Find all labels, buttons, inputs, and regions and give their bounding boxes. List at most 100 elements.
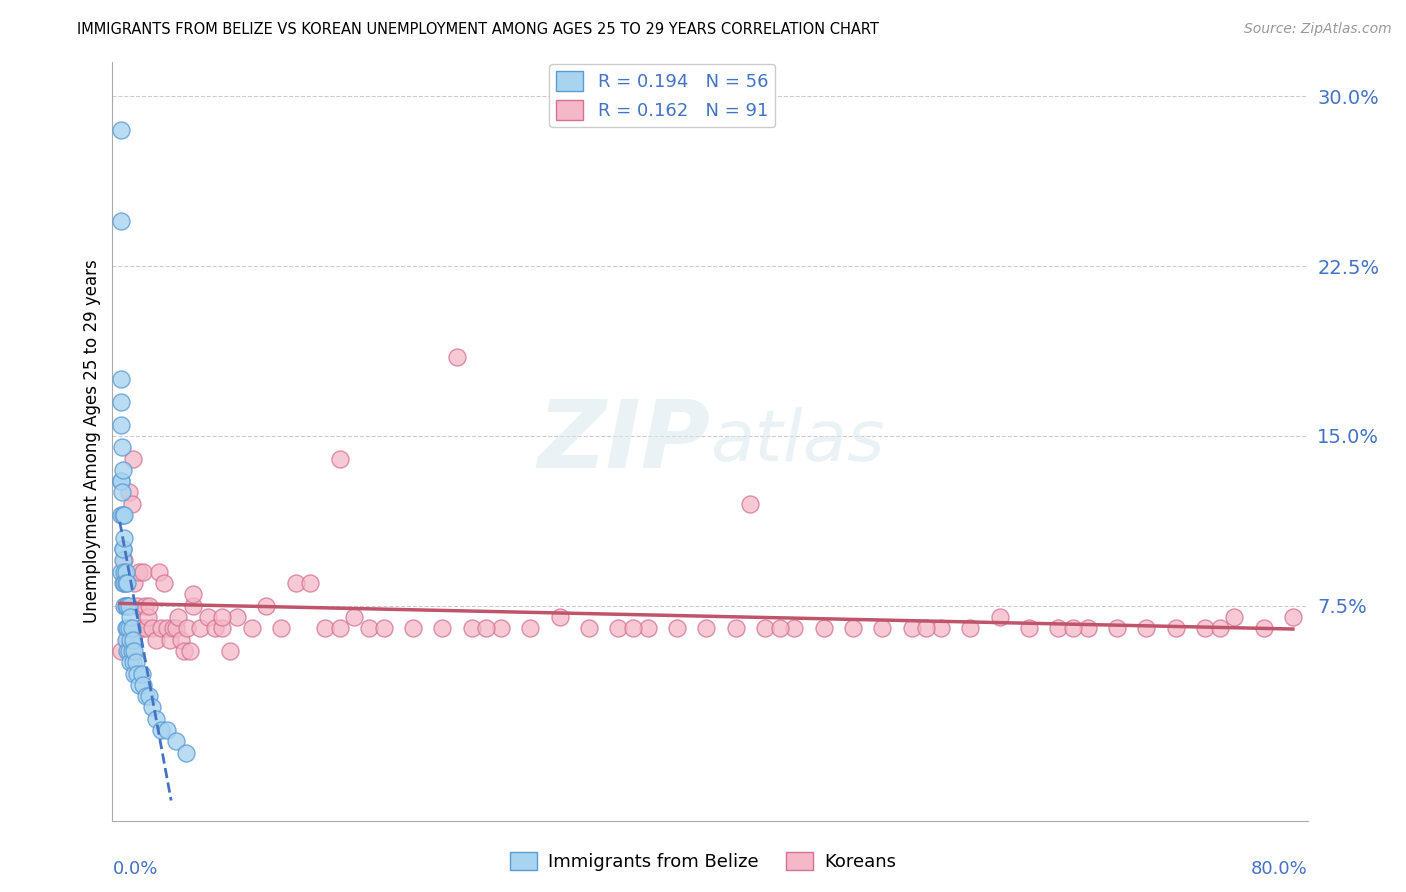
- Point: [666, 621, 689, 635]
- Point: [226, 610, 249, 624]
- Point: [343, 610, 366, 624]
- Point: [1105, 621, 1128, 635]
- Point: [134, 599, 156, 613]
- Point: [359, 621, 381, 635]
- Point: [1253, 621, 1275, 635]
- Point: [211, 610, 233, 624]
- Point: [145, 712, 167, 726]
- Point: [167, 610, 190, 624]
- Point: [117, 644, 139, 658]
- Point: [842, 621, 865, 635]
- Point: [156, 723, 179, 738]
- Point: [115, 644, 138, 658]
- Point: [125, 655, 148, 669]
- Y-axis label: Unemployment Among Ages 25 to 29 years: Unemployment Among Ages 25 to 29 years: [83, 260, 101, 624]
- Point: [165, 734, 187, 748]
- Point: [446, 350, 468, 364]
- Point: [959, 621, 981, 635]
- Point: [900, 621, 922, 635]
- Point: [132, 565, 155, 579]
- Point: [170, 632, 193, 647]
- Point: [114, 599, 136, 613]
- Point: [120, 655, 142, 669]
- Text: IMMIGRANTS FROM BELIZE VS KOREAN UNEMPLOYMENT AMONG AGES 25 TO 29 YEARS CORRELAT: IMMIGRANTS FROM BELIZE VS KOREAN UNEMPLO…: [77, 22, 879, 37]
- Point: [519, 621, 541, 635]
- Point: [156, 621, 179, 635]
- Point: [122, 632, 145, 647]
- Point: [122, 451, 145, 466]
- Point: [314, 621, 336, 635]
- Point: [111, 542, 134, 557]
- Point: [284, 576, 307, 591]
- Point: [115, 599, 138, 613]
- Point: [115, 632, 138, 647]
- Point: [1164, 621, 1187, 635]
- Point: [141, 700, 163, 714]
- Point: [132, 678, 155, 692]
- Point: [135, 621, 157, 635]
- Point: [813, 621, 835, 635]
- Point: [112, 576, 135, 591]
- Point: [114, 599, 136, 613]
- Point: [211, 621, 233, 635]
- Point: [1047, 621, 1070, 635]
- Point: [124, 644, 146, 658]
- Point: [112, 565, 135, 579]
- Point: [1208, 621, 1230, 635]
- Point: [112, 599, 135, 613]
- Point: [138, 599, 160, 613]
- Point: [111, 440, 134, 454]
- Point: [373, 621, 395, 635]
- Text: 0.0%: 0.0%: [112, 860, 157, 878]
- Point: [489, 621, 512, 635]
- Point: [110, 508, 132, 522]
- Point: [149, 621, 172, 635]
- Point: [131, 621, 153, 635]
- Point: [1135, 621, 1157, 635]
- Point: [129, 621, 152, 635]
- Text: ZIP: ZIP: [537, 395, 710, 488]
- Point: [110, 395, 132, 409]
- Legend: Immigrants from Belize, Koreans: Immigrants from Belize, Koreans: [503, 846, 903, 879]
- Point: [754, 621, 776, 635]
- Point: [181, 587, 204, 601]
- Point: [135, 689, 157, 703]
- Point: [637, 621, 659, 635]
- Point: [872, 621, 894, 635]
- Point: [127, 666, 149, 681]
- Point: [121, 644, 143, 658]
- Point: [111, 508, 134, 522]
- Point: [115, 621, 138, 635]
- Point: [695, 621, 717, 635]
- Point: [114, 632, 136, 647]
- Point: [110, 565, 132, 579]
- Text: Source: ZipAtlas.com: Source: ZipAtlas.com: [1244, 22, 1392, 37]
- Point: [929, 621, 952, 635]
- Point: [578, 621, 600, 635]
- Point: [329, 621, 352, 635]
- Point: [128, 565, 150, 579]
- Point: [915, 621, 938, 635]
- Point: [121, 497, 143, 511]
- Point: [120, 621, 142, 635]
- Point: [110, 123, 132, 137]
- Point: [769, 621, 792, 635]
- Point: [120, 632, 142, 647]
- Point: [110, 474, 132, 488]
- Point: [607, 621, 630, 635]
- Point: [124, 576, 146, 591]
- Point: [548, 610, 571, 624]
- Point: [128, 678, 150, 692]
- Point: [148, 565, 170, 579]
- Point: [299, 576, 322, 591]
- Point: [111, 553, 134, 567]
- Point: [329, 451, 352, 466]
- Point: [110, 372, 132, 386]
- Point: [124, 666, 146, 681]
- Point: [1194, 621, 1216, 635]
- Point: [181, 599, 204, 613]
- Point: [1282, 610, 1305, 624]
- Point: [145, 632, 167, 647]
- Point: [111, 576, 134, 591]
- Point: [240, 621, 263, 635]
